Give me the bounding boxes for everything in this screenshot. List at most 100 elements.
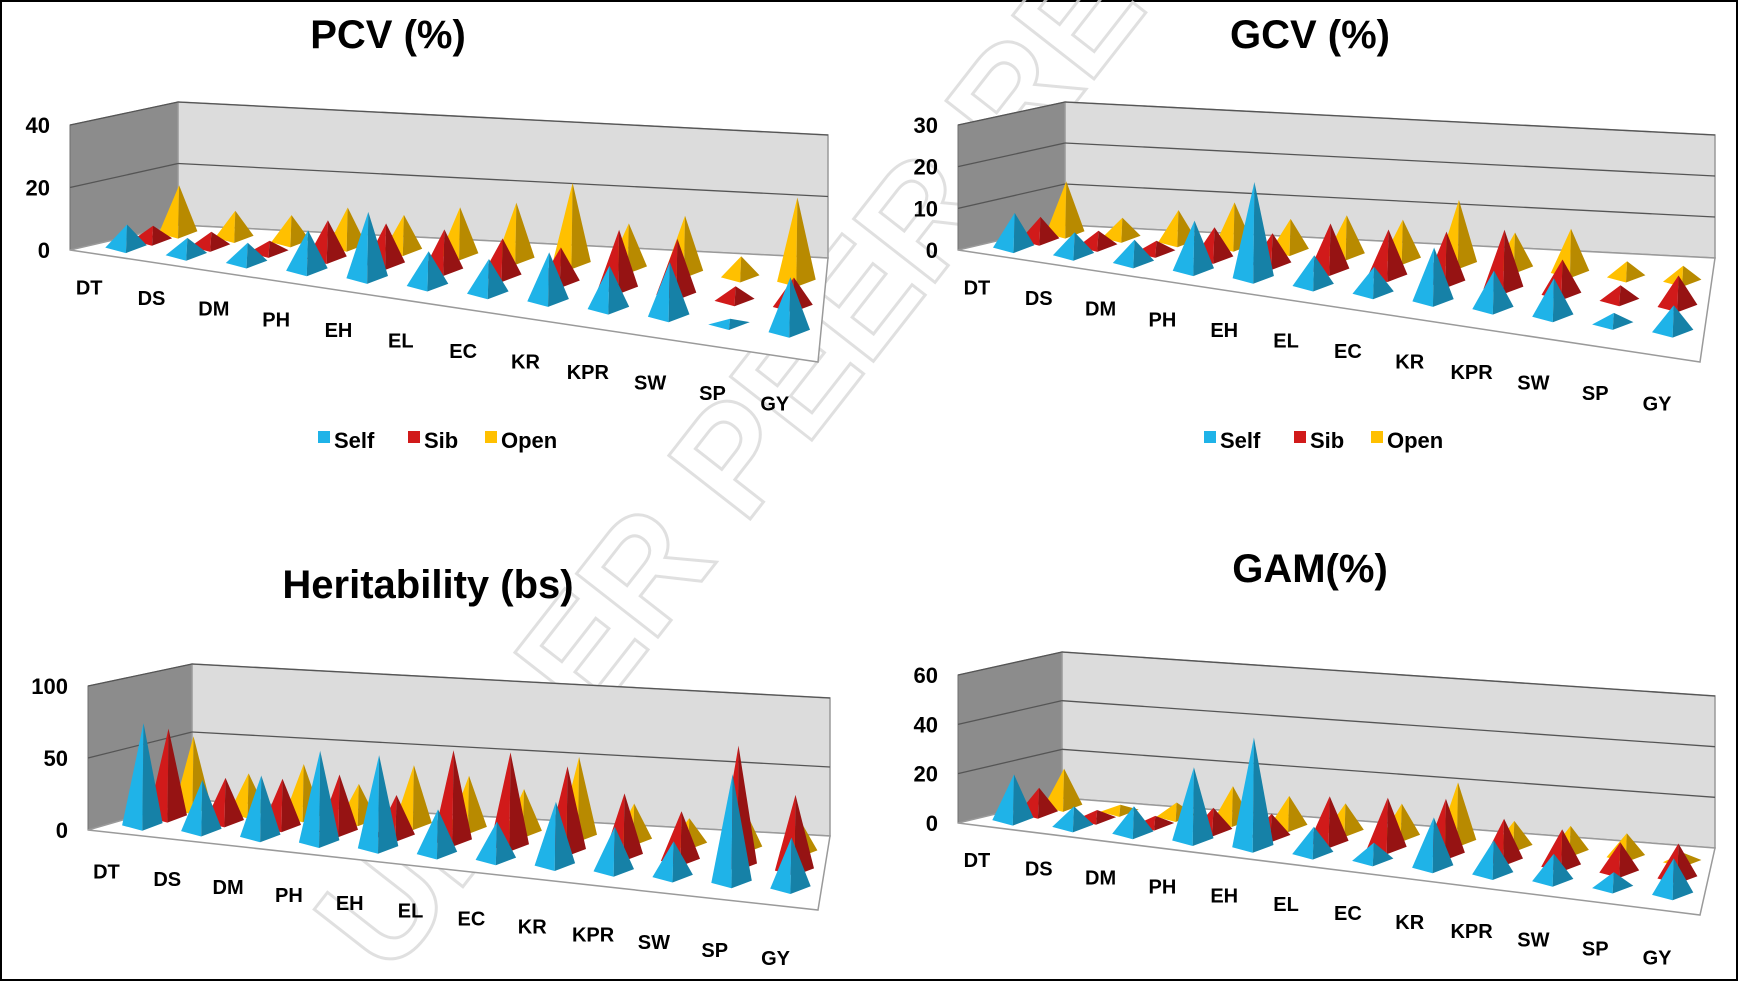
bar-self-dt [992, 774, 1034, 826]
bar-face-right [152, 225, 173, 246]
y-tick-label: 100 [31, 674, 68, 699]
bar-face-right [467, 775, 487, 835]
bar-face-right [1063, 768, 1083, 812]
bar-face-right [1672, 305, 1694, 338]
bar-face-left [711, 774, 733, 889]
bar-face-left [1472, 840, 1494, 880]
bar-self-ec [467, 259, 509, 300]
chart-title: PCV (%) [310, 13, 466, 57]
bar-face-right [427, 251, 449, 292]
bar-sib-kpr [1483, 229, 1524, 295]
gridline [1061, 748, 1716, 798]
bar-face-right [1372, 842, 1394, 867]
gridline [957, 142, 1066, 168]
bar-face-right [633, 803, 653, 846]
bar-self-el [1292, 255, 1334, 292]
bar-face-left [416, 809, 438, 860]
bar-face-right [1432, 247, 1454, 307]
bar-face-right [1073, 232, 1095, 261]
y-tick-label: 20 [26, 176, 50, 201]
bar-open-sp [1606, 261, 1646, 283]
x-tick-label: SW [1517, 930, 1549, 952]
bar-face-right [1289, 218, 1309, 257]
x-tick-label: EC [458, 909, 486, 931]
bar-face-left [1657, 275, 1679, 313]
bar-face-right [436, 809, 458, 860]
y-tick-label: 30 [914, 113, 938, 138]
bar-face-right [1672, 858, 1694, 901]
x-tick-label: DT [964, 850, 991, 872]
bars [105, 182, 816, 338]
bar-self-eh [357, 755, 399, 854]
bar-face-right [281, 778, 301, 833]
bar-face-right [1387, 229, 1408, 283]
y-tick-label: 20 [914, 155, 938, 180]
bar-sib-sp [1599, 285, 1640, 307]
x-tick-label: SW [634, 372, 666, 394]
bar-face-left [240, 775, 262, 843]
x-tick-label: EL [388, 330, 414, 352]
x-tick-label: DM [198, 299, 229, 321]
bar-self-gy [1652, 858, 1694, 901]
x-tick-label: GY [761, 948, 791, 970]
bar-face-right [395, 795, 415, 842]
y-tick-label: 10 [914, 196, 938, 221]
gridline [957, 651, 1063, 676]
x-tick-label: SP [1582, 939, 1609, 961]
x-tick-label: GY [1643, 947, 1673, 969]
bar-face-right [1386, 797, 1407, 855]
bar-face-left [1172, 220, 1195, 277]
bar-face-right [125, 224, 147, 254]
x-tick-label: EL [1273, 894, 1299, 916]
bar-face-right [1677, 275, 1698, 313]
bar-face-left [1172, 767, 1194, 846]
bar-face-right [1569, 228, 1590, 279]
bar-face-right [618, 229, 639, 295]
bar-face-left [1599, 842, 1621, 878]
bar-face-left [467, 259, 489, 300]
bar-self-ds [1052, 232, 1095, 261]
bar-face-right [1492, 840, 1514, 880]
bar-open-ds [215, 210, 254, 243]
x-tick-label: EL [398, 901, 424, 923]
bar-self-dt [993, 212, 1035, 254]
bar-face-right [1193, 220, 1214, 277]
bar-face-left [286, 230, 308, 277]
bar-self-ds [165, 237, 208, 261]
gridline [69, 162, 179, 189]
x-tick-label: EC [1334, 903, 1362, 925]
bar-face-right [1569, 825, 1589, 858]
bar-open-kr [552, 182, 591, 270]
bar-self-ec [1352, 266, 1394, 300]
bar-self-gy [1652, 305, 1694, 338]
bar-sib-ec [1366, 797, 1407, 855]
x-tick-label: KPR [1450, 362, 1493, 384]
bar-face-right [1619, 842, 1640, 878]
bar-open-dt [1046, 181, 1085, 239]
bar-face-right [515, 202, 535, 265]
bar-face-left [1076, 810, 1098, 825]
bar-self-sp [1592, 872, 1634, 894]
bar-face-left [1292, 826, 1314, 860]
bar-face-right [1155, 240, 1176, 258]
bar-face-right [402, 214, 423, 257]
legend-swatch [318, 431, 330, 443]
bar-face-right [1400, 803, 1421, 843]
bar-face-left [1592, 312, 1614, 330]
legend-swatch [485, 431, 497, 443]
bar-face-right [326, 220, 347, 264]
bar-self-dm [1112, 239, 1155, 269]
x-tick-label: DS [1025, 859, 1053, 881]
gridline [1064, 142, 1716, 177]
bar-self-el [416, 809, 458, 860]
bar-face-left [527, 252, 550, 307]
x-tick-label: DS [1025, 288, 1053, 310]
bar-face-right [1561, 259, 1582, 301]
bar-face-left [105, 224, 128, 254]
legend-swatch [1371, 431, 1383, 443]
bar-face-right [487, 259, 509, 300]
bar-face-left [122, 723, 144, 831]
bar-face-right [495, 821, 517, 866]
gridline [957, 183, 1066, 209]
y-tick-label: 0 [926, 811, 938, 836]
